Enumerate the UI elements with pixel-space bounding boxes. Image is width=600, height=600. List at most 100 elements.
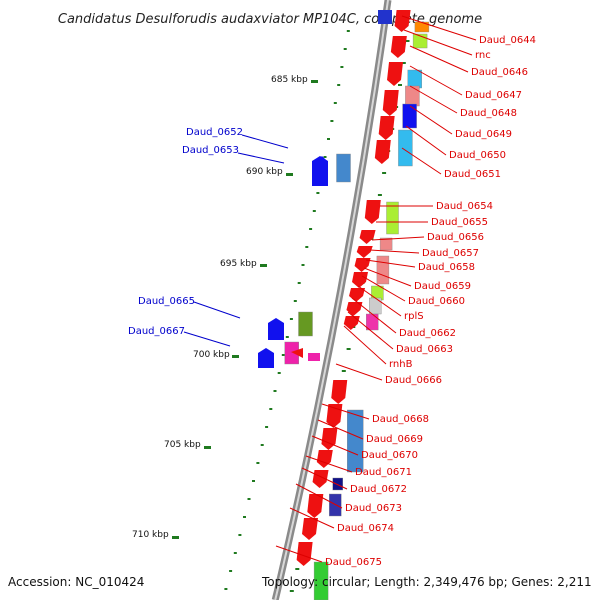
gene-arrow-reverse: [321, 428, 338, 450]
gene-arrow-reverse: [349, 288, 366, 302]
leader-line: [351, 297, 397, 334]
leader-line: [409, 105, 453, 135]
gene-label[interactable]: rplS: [404, 311, 424, 322]
right-tick: [377, 194, 382, 196]
gene-label[interactable]: Daud_0665: [138, 296, 195, 307]
gene-box: [298, 311, 313, 337]
gene-arrow-reverse: [354, 258, 371, 272]
gene-arrow-reverse: [394, 10, 411, 32]
gene-arrow-reverse: [302, 518, 319, 540]
gene-arrow-reverse: [356, 246, 373, 258]
minor-tick: [229, 570, 233, 572]
minor-tick: [289, 318, 293, 320]
major-tick: [232, 355, 239, 358]
gene-label[interactable]: Daud_0653: [182, 145, 239, 156]
scale-label: 695 kbp: [220, 259, 257, 269]
gene-label[interactable]: Daud_0667: [128, 326, 185, 337]
gene-label[interactable]: Daud_0666: [385, 375, 442, 386]
gene-box: [379, 237, 393, 251]
minor-tick: [297, 282, 301, 284]
minor-tick: [343, 48, 347, 50]
gene-arrow-reverse: [296, 542, 313, 566]
forward-gene-labels: Daud_0652 Daud_0653 Daud_0665 Daud_0667: [128, 127, 243, 337]
gene-label[interactable]: Daud_0650: [449, 150, 506, 161]
right-tick: [405, 40, 410, 42]
right-tick: [398, 84, 402, 86]
gene-label[interactable]: Daud_0658: [418, 262, 475, 273]
gene-label[interactable]: Daud_0669: [366, 434, 423, 445]
minor-tick: [346, 30, 350, 32]
gene-arrow-reverse: [307, 494, 324, 518]
gene-label[interactable]: rnhB: [389, 359, 413, 370]
gene-arrow-reverse: [326, 404, 343, 428]
minor-tick: [243, 516, 246, 518]
gene-label[interactable]: Daud_0660: [408, 296, 465, 307]
minor-tick: [340, 66, 344, 68]
gene-arrow-reverse: [331, 380, 348, 404]
minor-tick: [285, 336, 289, 338]
gene-features: [258, 10, 430, 600]
gene-label[interactable]: Daud_0662: [399, 328, 456, 339]
gene-label[interactable]: Daud_0671: [355, 467, 412, 478]
gene-label[interactable]: Daud_0673: [345, 503, 402, 514]
gene-arrow-forward: [268, 318, 284, 340]
leader-line: [295, 483, 343, 509]
leader-line: [193, 301, 241, 319]
gene-label[interactable]: Daud_0655: [431, 217, 488, 228]
gene-box: [332, 477, 343, 491]
gene-label[interactable]: Daud_0656: [427, 232, 484, 243]
backbone-highlight: [274, 0, 389, 600]
gene-label[interactable]: Daud_0654: [436, 201, 493, 212]
gene-arrow-reverse: [343, 316, 360, 330]
gene-label[interactable]: Daud_0659: [414, 281, 471, 292]
scale-label: 690 kbp: [246, 167, 283, 177]
gene-label[interactable]: Daud_0652: [186, 127, 243, 138]
minor-tick: [269, 408, 273, 410]
leader-line: [371, 236, 425, 241]
gene-arrow-reverse: [387, 62, 404, 86]
label-leaders: [183, 15, 477, 563]
reverse-gene-labels: Daud_0644 rnc Daud_0646 Daud_0647 Daud_0…: [325, 35, 536, 568]
right-tick: [382, 172, 387, 174]
gene-label[interactable]: Daud_0646: [471, 67, 528, 78]
minor-tick: [312, 210, 316, 212]
gene-box: [398, 129, 413, 167]
gene-box: [378, 10, 392, 24]
minor-tick: [247, 498, 251, 500]
minor-tick: [281, 354, 285, 356]
gene-label[interactable]: Daud_0651: [444, 169, 501, 180]
gene-arrow-reverse: [378, 116, 395, 140]
gene-label[interactable]: rnc: [475, 50, 491, 61]
right-tick: [341, 370, 346, 372]
leader-line: [183, 331, 231, 347]
gene-label[interactable]: Daud_0648: [460, 108, 517, 119]
leader-line: [317, 419, 364, 440]
gene-label[interactable]: Daud_0672: [350, 484, 407, 495]
gene-label[interactable]: Daud_0647: [465, 90, 522, 101]
gene-box: [376, 255, 390, 285]
gene-label[interactable]: Daud_0649: [455, 129, 512, 140]
leader-line: [301, 467, 348, 490]
leader-line: [401, 147, 442, 175]
minor-tick: [327, 138, 330, 140]
minor-tick: [238, 534, 242, 536]
genome-backbone: [271, 0, 392, 600]
minor-tick: [265, 426, 269, 428]
gene-label[interactable]: Daud_0668: [372, 414, 429, 425]
gene-arrow-reverse: [364, 200, 381, 224]
leader-line: [289, 507, 335, 529]
leader-line: [311, 435, 359, 456]
gene-arrow-reverse: [352, 272, 369, 288]
scale-label: 685 kbp: [271, 75, 308, 85]
gene-label[interactable]: Daud_0657: [422, 248, 479, 259]
gene-label[interactable]: Daud_0670: [361, 450, 418, 461]
gene-label[interactable]: Daud_0675: [325, 557, 382, 568]
gene-label[interactable]: Daud_0663: [396, 344, 453, 355]
minor-tick: [277, 372, 281, 374]
gene-label[interactable]: Daud_0644: [479, 35, 536, 46]
gene-label[interactable]: Daud_0674: [337, 523, 394, 534]
major-tick: [311, 80, 318, 83]
gene-box: [366, 313, 379, 331]
minor-tick: [293, 300, 297, 302]
